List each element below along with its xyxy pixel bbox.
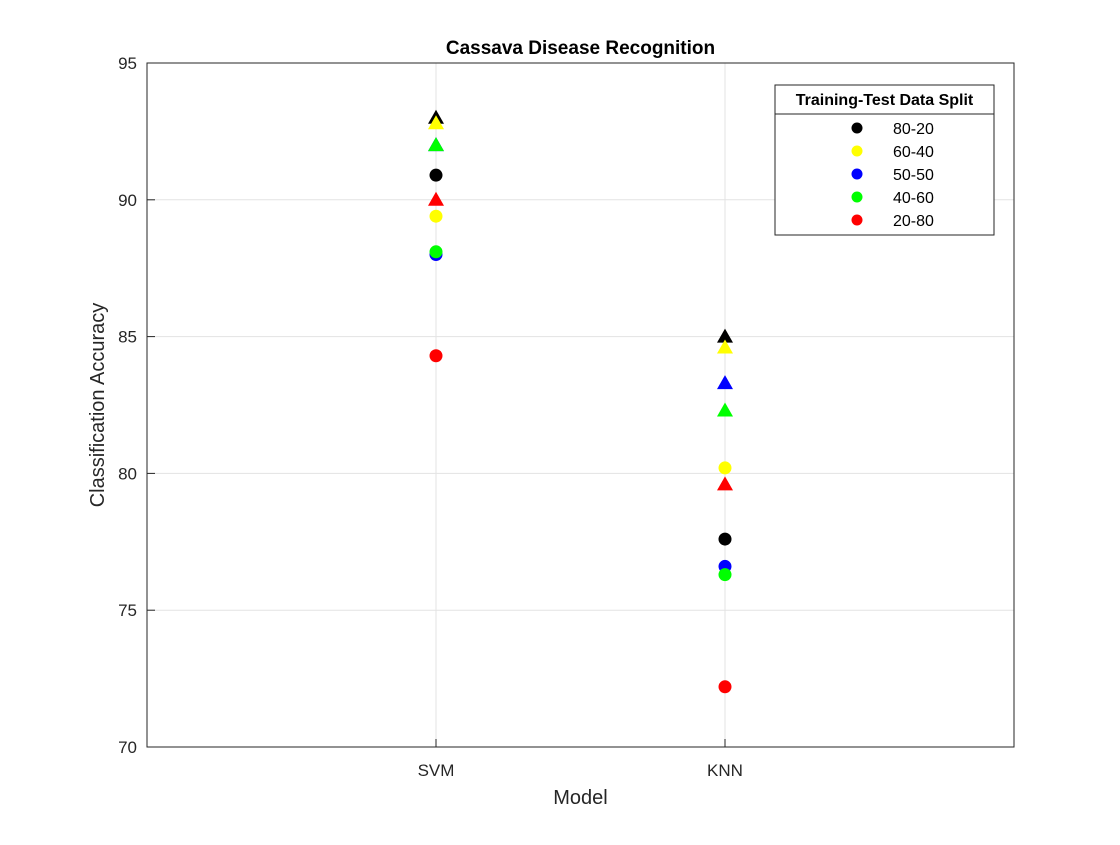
triangle-point-60-40-knn xyxy=(717,339,733,354)
y-tick-label: 80 xyxy=(118,464,137,483)
circle-point-40-60-knn xyxy=(718,568,732,582)
legend-items: 80-20 60-40 50-50 40-60 20-80 xyxy=(851,121,934,230)
legend-marker xyxy=(851,122,863,134)
circle-point-40-60-svm xyxy=(429,245,443,259)
legend-item: 20-80 xyxy=(851,213,934,230)
circle-point-80-20-knn xyxy=(718,532,732,546)
legend-marker xyxy=(851,145,863,157)
legend-marker xyxy=(851,168,863,180)
chart-title: Cassava Disease Recognition xyxy=(446,38,715,59)
legend-marker xyxy=(851,214,863,226)
legend-marker xyxy=(851,191,863,203)
circle-point-20-80-svm xyxy=(429,349,443,363)
y-tick-label: 70 xyxy=(118,738,137,757)
legend-item: 50-50 xyxy=(851,167,934,184)
legend-label: 50-50 xyxy=(893,167,934,184)
triangle-point-80-20-knn xyxy=(717,328,733,343)
triangle-point-50-50-knn xyxy=(717,375,733,390)
legend-item: 60-40 xyxy=(851,144,934,161)
legend-item: 80-20 xyxy=(851,121,934,138)
triangle-point-20-80-knn xyxy=(717,476,733,491)
circle-point-20-80-knn xyxy=(718,680,732,694)
triangle-point-20-80-svm xyxy=(428,191,444,206)
y-tick-label: 95 xyxy=(118,54,137,73)
plot-frame xyxy=(146,62,1015,748)
x-axis-label: Model xyxy=(553,787,607,809)
y-tick-label: 85 xyxy=(118,328,137,347)
triangle-point-40-60-svm xyxy=(428,137,444,152)
x-tick-label-svm: SVM xyxy=(418,761,455,780)
y-axis-label: Classification Accuracy xyxy=(87,303,109,508)
legend-label: 80-20 xyxy=(893,121,934,138)
tick-layer: 70 75 80 85 90 95 SVM KNN xyxy=(118,54,743,780)
circle-point-60-40-knn xyxy=(718,461,732,475)
legend-label: 40-60 xyxy=(893,190,934,207)
legend-title: Training-Test Data Split xyxy=(796,92,974,109)
x-tick-label-knn: KNN xyxy=(707,761,743,780)
y-tick-label: 75 xyxy=(118,601,137,620)
triangle-point-60-40-svm xyxy=(428,115,444,130)
circle-point-60-40-svm xyxy=(429,209,443,223)
circle-point-80-20-svm xyxy=(429,168,443,182)
marks-layer xyxy=(428,109,733,694)
legend-label: 60-40 xyxy=(893,144,934,161)
triangle-point-40-60-knn xyxy=(717,402,733,417)
legend: Training-Test Data Split 80-20 60-40 50-50… xyxy=(774,84,995,236)
legend-item: 40-60 xyxy=(851,190,934,207)
y-tick-label: 90 xyxy=(118,191,137,210)
legend-box xyxy=(774,84,995,236)
legend-label: 20-80 xyxy=(893,213,934,230)
